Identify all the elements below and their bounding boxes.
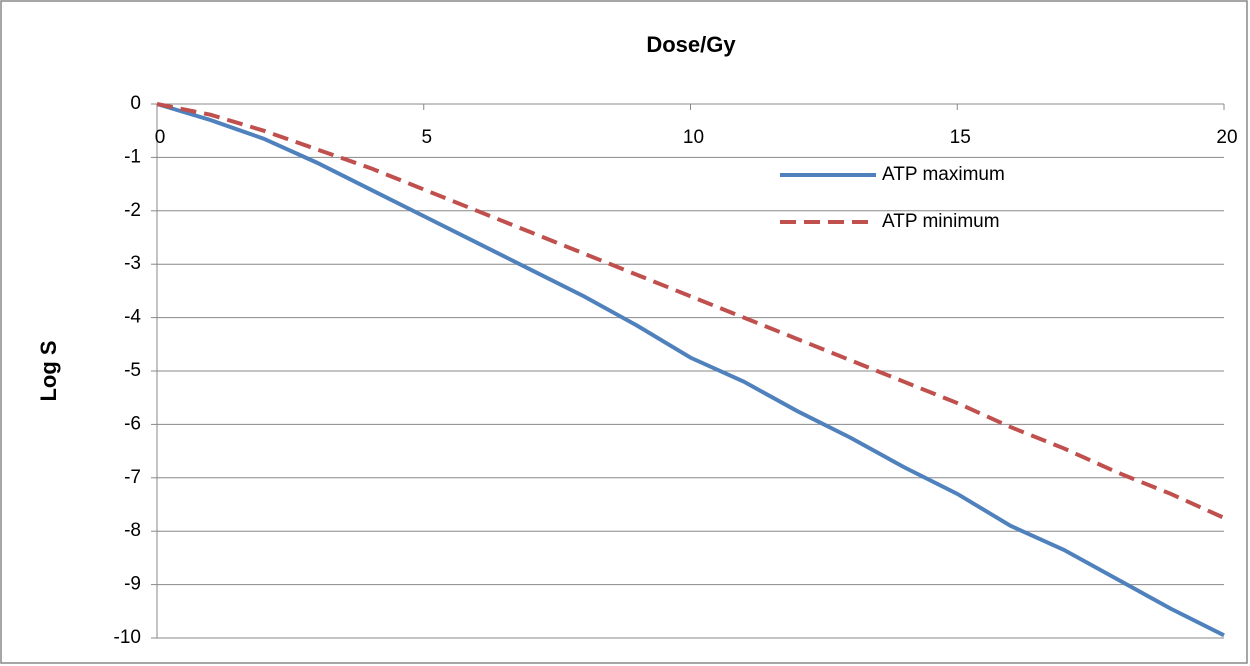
x-tick-label: 20: [1216, 127, 1237, 148]
x-tick-label: 5: [421, 127, 432, 148]
legend-label: ATP minimum: [882, 211, 1000, 232]
y-tick-label: -8: [124, 520, 141, 541]
y-tick-label: -9: [124, 574, 141, 595]
y-tick-label: -6: [124, 413, 141, 434]
x-axis-title: Dose/Gy: [646, 32, 736, 57]
x-tick-label: 10: [683, 127, 704, 148]
legend-label: ATP maximum: [882, 164, 1005, 185]
y-axis-title: Log S: [36, 340, 61, 401]
x-tick-label: 15: [950, 127, 971, 148]
y-tick-label: -3: [124, 253, 141, 274]
y-tick-label: -4: [124, 307, 141, 328]
y-tick-label: -7: [124, 467, 141, 488]
y-tick-label: -2: [124, 200, 141, 221]
line-series: [156, 102, 1225, 638]
line-series: [156, 102, 1225, 520]
x-tick-label: 0: [155, 127, 166, 148]
y-tick-label: -1: [124, 146, 141, 167]
y-tick-label: -10: [114, 627, 141, 648]
y-tick-label: 0: [130, 93, 141, 114]
y-tick-label: -5: [124, 360, 141, 381]
